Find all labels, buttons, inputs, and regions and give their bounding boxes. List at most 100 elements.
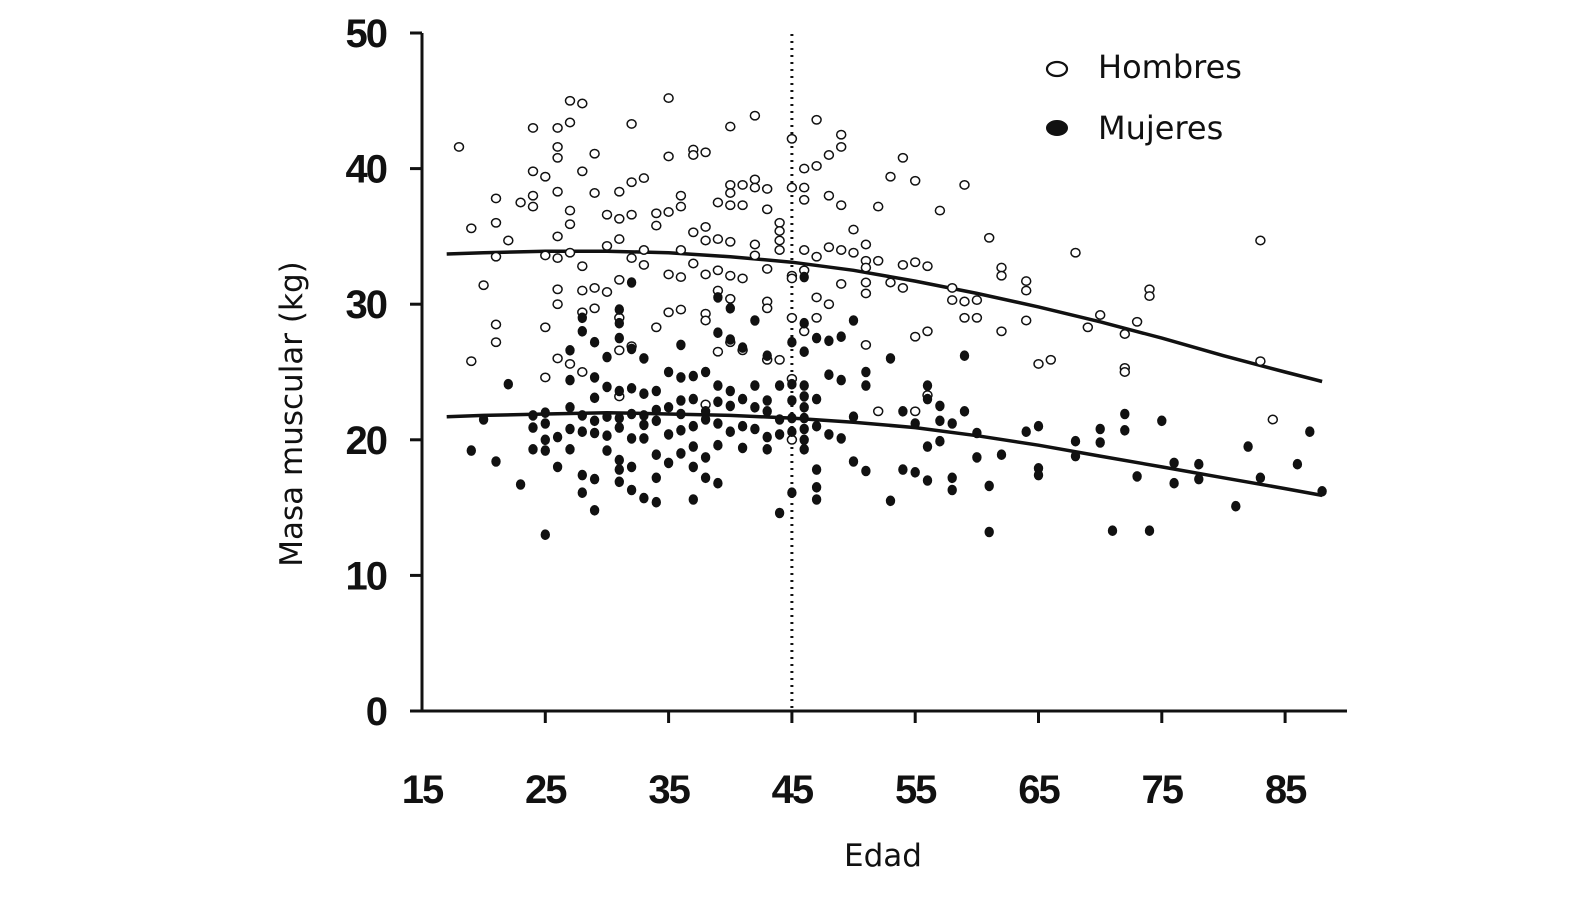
data-point-hombres [540,171,551,182]
data-point-hombres [577,367,588,377]
data-point-hombres [663,93,674,104]
data-point-mujeres [626,343,637,355]
data-point-hombres [835,278,847,289]
data-point-hombres [675,190,687,201]
data-point-hombres [835,200,847,211]
data-point-hombres [626,209,637,220]
data-point-hombres [959,179,970,190]
data-point-mujeres [614,422,624,433]
data-point-mujeres [984,526,994,538]
data-point-hombres [860,339,872,350]
data-point-mujeres [614,332,624,344]
data-point-hombres [749,239,761,250]
data-point-mujeres [1255,472,1266,484]
data-point-mujeres [1157,415,1167,427]
data-point-mujeres [663,366,674,378]
legend-marker-hombres [1045,60,1069,78]
data-point-hombres [527,190,539,201]
data-point-hombres [552,231,563,242]
data-point-mujeres [577,426,587,438]
data-point-mujeres [651,449,661,461]
data-point-mujeres [713,396,723,408]
data-point-mujeres [589,415,600,427]
data-point-mujeres [552,431,563,443]
data-point-hombres [478,280,489,291]
data-point-mujeres [824,429,834,440]
data-point-hombres [614,274,625,285]
data-point-hombres [601,287,613,297]
data-point-mujeres [700,414,711,425]
data-point-hombres [552,141,563,152]
data-points-layer [453,93,1327,541]
data-point-mujeres [589,427,600,439]
data-point-mujeres [774,380,785,391]
data-point-mujeres [651,404,661,416]
data-point-hombres [749,250,761,261]
data-point-hombres [527,166,539,177]
data-point-hombres [774,235,785,246]
data-point-hombres [725,200,736,211]
data-point-mujeres [861,380,871,391]
data-point-mujeres [922,441,933,452]
data-point-hombres [725,179,736,190]
data-point-hombres [1033,358,1044,369]
data-point-mujeres [663,457,674,469]
data-point-hombres [996,270,1007,281]
data-point-mujeres [750,380,760,391]
data-point-mujeres [503,378,513,390]
data-point-mujeres [725,400,735,412]
data-point-mujeres [577,312,587,324]
data-point-hombres [1020,315,1032,326]
data-point-mujeres [762,431,772,443]
data-point-mujeres [589,473,600,485]
data-point-hombres [712,197,724,208]
data-point-hombres [983,232,995,243]
data-point-hombres [527,122,539,133]
data-point-mujeres [626,484,637,496]
x-tick-label: 35 [648,768,690,812]
data-point-hombres [527,201,539,212]
x-tick-label: 45 [772,768,814,812]
data-point-hombres [552,284,563,295]
data-point-mujeres [1231,500,1241,512]
data-point-hombres [712,234,724,245]
data-point-hombres [700,147,711,158]
data-point-mujeres [700,452,711,463]
data-point-mujeres [750,423,760,435]
data-point-hombres [564,95,576,106]
data-point-mujeres [762,350,772,362]
data-point-hombres [725,188,736,198]
x-tick-label: 65 [1018,768,1060,812]
data-point-mujeres [762,444,772,455]
data-point-hombres [909,331,921,342]
data-point-hombres [638,259,650,270]
data-point-mujeres [836,331,846,343]
data-point-hombres [897,282,909,293]
data-point-hombres [959,312,970,323]
data-point-hombres [675,201,687,212]
data-point-hombres [601,240,613,251]
data-point-mujeres [861,366,871,378]
data-point-hombres [712,346,724,357]
data-point-hombres [564,358,576,369]
data-point-hombres [540,250,551,261]
data-point-hombres [798,163,810,174]
data-point-hombres [786,273,798,284]
axes-layer [410,31,1347,723]
data-point-mujeres [959,350,970,362]
data-point-hombres [552,186,563,197]
data-point-mujeres [861,465,871,477]
data-point-mujeres [688,370,698,382]
x-tick-label: 15 [402,768,444,812]
data-point-hombres [490,193,502,204]
data-point-hombres [675,245,687,255]
trend-line-hombres [446,249,1323,384]
data-point-mujeres [799,412,809,424]
data-point-mujeres [787,378,797,390]
data-point-hombres [798,245,810,255]
data-point-mujeres [614,412,624,424]
data-point-mujeres [725,334,735,345]
data-point-mujeres [774,507,785,519]
data-point-hombres [725,270,736,281]
data-point-mujeres [565,345,575,356]
